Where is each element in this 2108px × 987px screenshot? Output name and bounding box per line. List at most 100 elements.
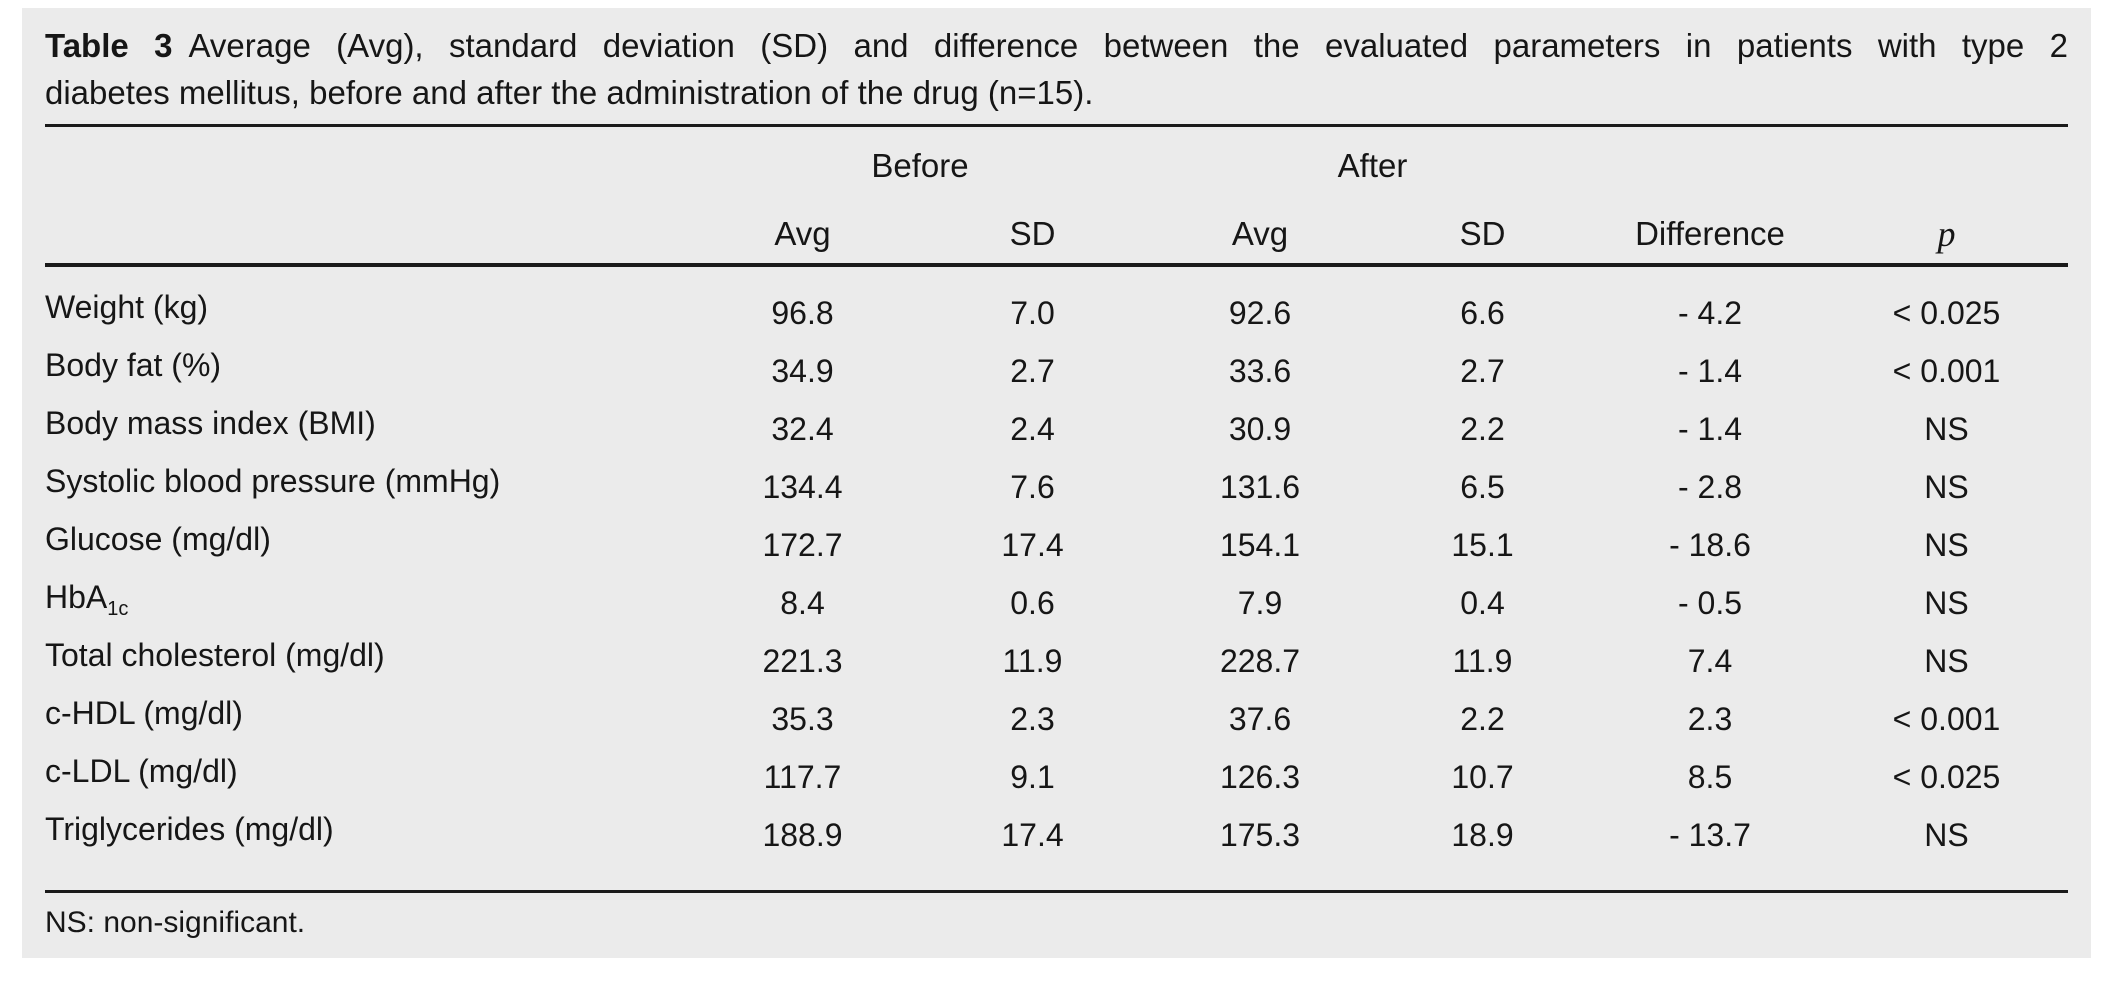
table-content: Table 3 Average (Avg), standard deviation…: [22, 8, 2091, 940]
cell-after-sd: 11.9: [1452, 643, 1513, 679]
table-body: Weight (kg) 96.8 7.0 92.6 6.6 - 4.2 < 0.…: [45, 267, 2068, 858]
parameter-text: Total cholesterol (mg/dl): [45, 637, 385, 673]
col-header-p: p: [1937, 214, 1956, 254]
cell-before-avg: 221.3: [762, 643, 843, 679]
cell-after-avg: 30.9: [1228, 411, 1292, 447]
cell-after-avg: 7.9: [1237, 585, 1283, 621]
caption-text-2: diabetes mellitus, before and after the …: [45, 74, 1094, 111]
parameter-text: Body mass index (BMI): [45, 405, 376, 441]
cell-before-avg: 134.4: [762, 469, 843, 505]
cell-p: NS: [1924, 411, 1969, 447]
col-header-difference: Difference: [1635, 215, 1785, 252]
parameter-subscript: 1c: [107, 598, 129, 620]
cell-parameter: c-LDL (mg/dl): [45, 742, 690, 812]
cell-difference: - 1.4: [1677, 353, 1743, 389]
table-row: Total cholesterol (mg/dl) 221.3 11.9 228…: [45, 626, 2068, 684]
cell-before-avg: 35.3: [771, 701, 834, 737]
col-header-after-avg: Avg: [1231, 215, 1289, 252]
cell-after-avg: 228.7: [1219, 643, 1301, 679]
cell-p: < 0.001: [1892, 701, 2001, 737]
cell-parameter: Body fat (%): [45, 336, 690, 406]
cell-before-sd: 7.0: [1010, 295, 1055, 331]
cell-p: NS: [1924, 643, 1969, 679]
cell-difference: 2.3: [1687, 701, 1733, 737]
cell-p: NS: [1924, 585, 1969, 621]
cell-difference: - 1.4: [1677, 411, 1743, 447]
table-header-row: Avg SD Avg SD Difference p: [45, 205, 2068, 263]
cell-parameter: Glucose (mg/dl): [45, 510, 690, 580]
cell-difference: - 0.5: [1677, 585, 1743, 621]
table-panel: Table 3 Average (Avg), standard deviation…: [22, 8, 2091, 958]
parameter-text: Triglycerides (mg/dl): [45, 811, 334, 847]
cell-after-avg: 92.6: [1228, 295, 1292, 331]
cell-after-sd: 0.4: [1460, 585, 1505, 621]
cell-parameter: Weight (kg): [45, 278, 690, 348]
cell-after-sd: 6.6: [1460, 295, 1505, 331]
cell-difference: 7.4: [1687, 643, 1733, 679]
cell-after-sd: 2.2: [1460, 701, 1505, 737]
cell-difference: - 2.8: [1677, 469, 1743, 505]
col-header-before-sd: SD: [1009, 215, 1056, 252]
cell-after-sd: 18.9: [1451, 817, 1514, 853]
cell-difference: - 18.6: [1669, 527, 1751, 563]
footnote: NS: non-significant.: [45, 893, 2068, 940]
cell-before-sd: 2.4: [1010, 411, 1055, 447]
cell-before-sd: 2.3: [1010, 701, 1055, 737]
cell-p: NS: [1924, 469, 1969, 505]
table-caption: Table 3 Average (Avg), standard deviation…: [45, 8, 2068, 116]
cell-after-avg: 131.6: [1219, 469, 1301, 505]
table-row: Glucose (mg/dl) 172.7 17.4 154.1 15.1 - …: [45, 510, 2068, 568]
cell-before-avg: 96.8: [771, 295, 834, 331]
cell-p: < 0.025: [1892, 759, 2001, 795]
cell-before-avg: 117.7: [763, 759, 842, 795]
cell-difference: - 4.2: [1677, 295, 1743, 331]
divider-top: [45, 124, 2068, 127]
table-row: Body fat (%) 34.9 2.7 33.6 2.7 - 1.4 < 0…: [45, 336, 2068, 394]
col-group-before: Before: [871, 147, 969, 184]
cell-before-sd: 2.7: [1010, 353, 1055, 389]
parameter-text: Body fat (%): [45, 347, 222, 383]
parameter-text: Systolic blood pressure (mmHg): [45, 463, 501, 499]
cell-after-sd: 15.1: [1451, 527, 1514, 563]
cell-difference: 8.5: [1687, 759, 1733, 795]
cell-difference: - 13.7: [1669, 817, 1751, 853]
cell-p: NS: [1924, 527, 1969, 563]
cell-after-avg: 126.3: [1219, 759, 1301, 795]
divider-bottom: [45, 890, 2068, 893]
parameter-text: Weight (kg): [45, 289, 209, 325]
cell-before-sd: 17.4: [1001, 527, 1064, 563]
col-group-after: After: [1337, 147, 1408, 184]
cell-before-avg: 172.7: [762, 527, 843, 563]
caption-line-2: diabetes mellitus, before and after the …: [45, 69, 2068, 116]
parameter-text: Glucose (mg/dl): [45, 521, 271, 557]
cell-before-avg: 32.4: [771, 411, 834, 447]
cell-p: < 0.001: [1892, 353, 2001, 389]
cell-before-sd: 11.9: [1002, 643, 1063, 679]
table-row: Systolic blood pressure (mmHg) 134.4 7.6…: [45, 452, 2068, 510]
divider-header: [45, 263, 2068, 267]
cell-after-avg: 175.3: [1219, 817, 1301, 853]
cell-p: < 0.025: [1892, 295, 2001, 331]
caption-line-1: Table 3 Average (Avg), standard deviation…: [45, 22, 2068, 69]
cell-parameter: Body mass index (BMI): [45, 394, 690, 464]
col-header-after-sd: SD: [1459, 215, 1506, 252]
cell-after-sd: 10.7: [1451, 759, 1514, 795]
cell-after-avg: 37.6: [1228, 701, 1292, 737]
cell-parameter: c-HDL (mg/dl): [45, 684, 690, 754]
cell-before-avg: 34.9: [771, 353, 834, 389]
parameter-text: c-HDL (mg/dl): [45, 695, 243, 731]
cell-parameter: Systolic blood pressure (mmHg): [45, 452, 690, 522]
table-row: Weight (kg) 96.8 7.0 92.6 6.6 - 4.2 < 0.…: [45, 278, 2068, 336]
cell-before-sd: 9.1: [1010, 759, 1055, 795]
cell-parameter: HbA1c: [45, 568, 690, 638]
cell-parameter: Triglycerides (mg/dl): [45, 800, 690, 870]
table-row: HbA1c 8.4 0.6 7.9 0.4 - 0.5 NS: [45, 568, 2068, 626]
caption-text-1: Average (Avg), standard deviation (SD) a…: [188, 27, 2068, 64]
table-row: Triglycerides (mg/dl) 188.9 17.4 175.3 1…: [45, 800, 2068, 858]
cell-before-avg: 8.4: [780, 585, 825, 621]
parameter-text: HbA: [45, 579, 108, 615]
cell-after-sd: 2.7: [1460, 353, 1505, 389]
cell-before-avg: 188.9: [762, 817, 843, 853]
table-row: c-LDL (mg/dl) 117.7 9.1 126.3 10.7 8.5 <…: [45, 742, 2068, 800]
